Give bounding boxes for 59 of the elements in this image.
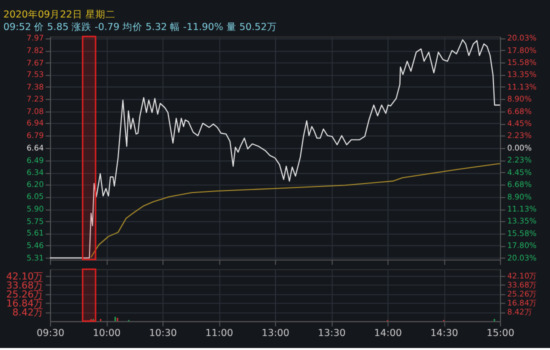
- text: 17.80%: [507, 46, 537, 55]
- text: 13.35%: [507, 70, 537, 80]
- text: 11.13%: [507, 204, 537, 214]
- x-tick-label: 13:00: [262, 328, 290, 340]
- x-tick-label: 09:30: [36, 328, 64, 340]
- text: 15.58%: [507, 228, 537, 238]
- text: 20.03%: [507, 253, 537, 262]
- y-tick-label: 33.68万: [6, 280, 44, 292]
- x-tick-label: 14:00: [374, 328, 402, 340]
- y-tick-label: 7.08: [26, 107, 44, 116]
- text: 33.68万: [507, 280, 538, 290]
- text: 4.45%: [507, 119, 532, 128]
- y-tick-label: 6.20: [26, 180, 44, 189]
- x-tick-label: 10:00: [92, 328, 121, 340]
- x-tick-label: 10:30: [149, 328, 177, 340]
- y-tick-label: 7.97: [26, 34, 44, 43]
- y-tick-label: 5.90: [26, 204, 44, 214]
- y-tick-label: 6.94: [26, 118, 44, 128]
- y-tick-label: 7.67: [26, 58, 44, 68]
- text: 11.13%: [507, 82, 537, 92]
- y-tick-label: 5.31: [26, 253, 44, 262]
- text: 25.26万: [507, 289, 538, 298]
- text: 8.42万: [507, 307, 532, 316]
- x-tick-label: 14:30: [430, 328, 458, 340]
- y-tick-label: 5.46: [26, 240, 44, 250]
- text: 4.45%: [507, 168, 532, 177]
- y-tick-label: 6.34: [26, 168, 44, 178]
- y-tick-label: 8.42万: [12, 307, 44, 318]
- x-tick-label: 13:30: [318, 328, 346, 340]
- text: 17.80%: [507, 241, 537, 250]
- text: 2.23%: [507, 131, 532, 140]
- y-tick-label: 6.79: [26, 131, 44, 140]
- x-tick-label: 15:00: [486, 328, 514, 340]
- text: 0.00%: [507, 143, 532, 152]
- text: 13.35%: [507, 216, 537, 226]
- y-tick-label: 25.26万: [6, 289, 44, 300]
- text: 20.03%: [507, 34, 537, 43]
- text: 6.68%: [507, 106, 532, 116]
- y-tick-label: 7.38: [26, 82, 44, 92]
- text: 6.68%: [507, 180, 532, 190]
- y-tick-label: 5.75: [26, 216, 44, 226]
- text: 8.90%: [507, 94, 532, 104]
- y-tick-label: 42.10万: [6, 271, 44, 282]
- y-tick-label: 6.64: [26, 143, 44, 152]
- chart-subtitle: 09:52 价 5.85 涨跌 -0.79 均价 5.32 幅 -11.90% 量 50.52万: [3, 20, 277, 33]
- text: 42.10万: [507, 271, 538, 280]
- y-tick-label: 7.53: [26, 70, 44, 79]
- text: 2.23%: [507, 156, 532, 165]
- y-tick-label: 6.05: [26, 192, 44, 202]
- text: 16.84万: [507, 298, 538, 308]
- text: 15.58%: [507, 58, 537, 67]
- x-tick-label: 11:00: [205, 328, 234, 340]
- y-tick-label: 6.49: [26, 156, 44, 165]
- y-tick-label: 7.82: [26, 46, 44, 55]
- y-tick-label: 5.61: [26, 228, 44, 238]
- y-tick-label: 16.84万: [6, 298, 44, 310]
- text: 8.90%: [507, 192, 532, 202]
- y-tick-label: 7.23: [26, 94, 44, 104]
- chart-title: 2020年09月22日 星期二: [3, 8, 116, 20]
